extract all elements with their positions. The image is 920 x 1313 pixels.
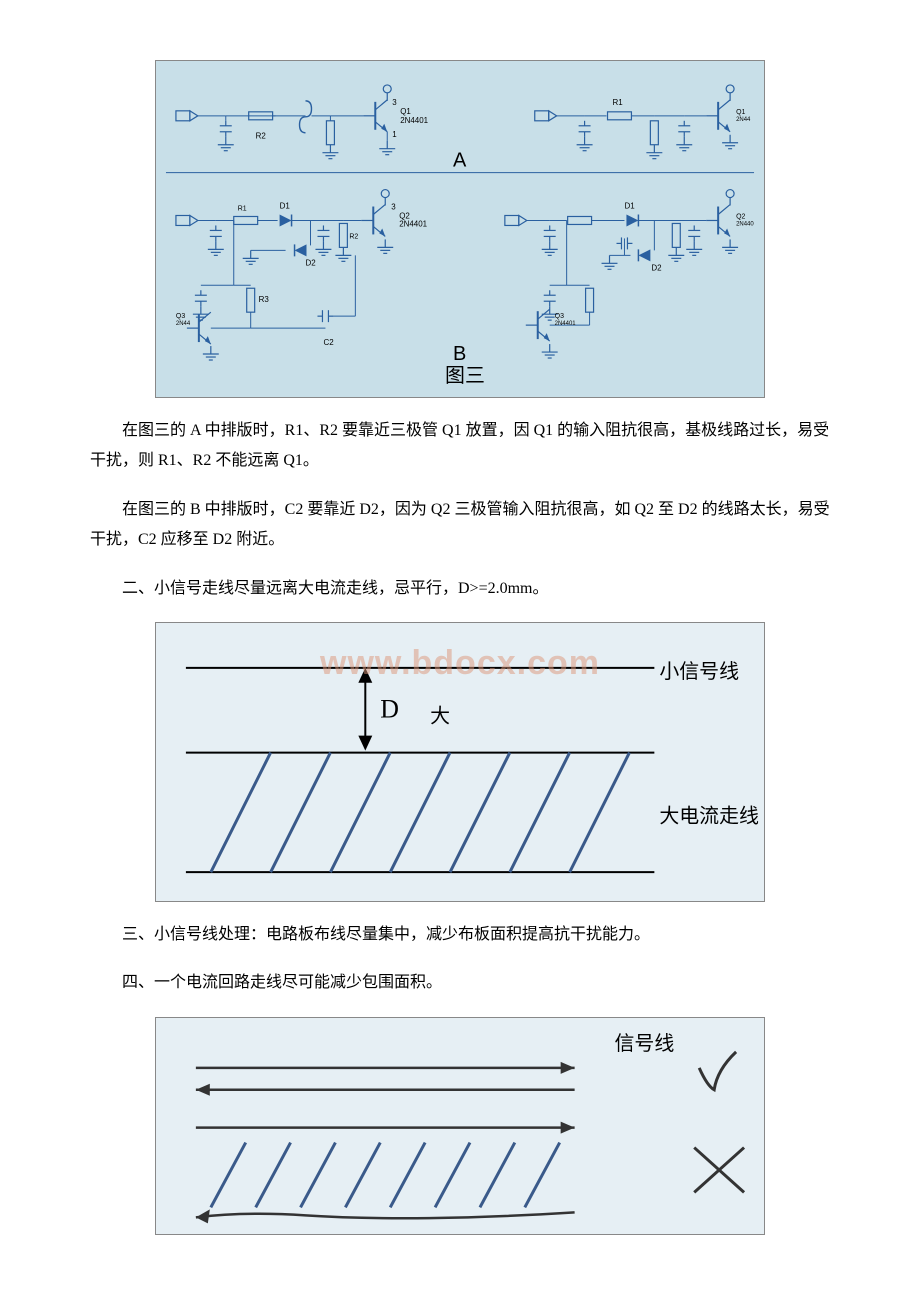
label-c2: C2 [323, 338, 334, 347]
paragraph-1: 在图三的 A 中排版时，R1、R2 要靠近三极管 Q1 放置，因 Q1 的输入阻… [90, 416, 830, 477]
label-d1: D1 [280, 202, 291, 211]
label-pin3b: 3 [391, 203, 396, 212]
label-q1: Q1 [400, 107, 411, 116]
label-r2b: R2 [349, 233, 358, 240]
spacing-diagram: 小信号线 D 大 大电流走线 [156, 623, 764, 902]
label-small-signal: 小信号线 [659, 660, 739, 683]
figure-three-circuit: R2 3 Q1 2N4401 1 R1 Q1 2N44 A R1 D1 D2 [155, 60, 765, 398]
label-q1b: Q1 [736, 109, 745, 116]
label-q1b-part: 2N44 [736, 117, 751, 123]
label-q3b: Q3 [555, 313, 564, 320]
label-q2b-part: 2N440 [736, 221, 754, 227]
label-r3: R3 [259, 295, 270, 304]
label-r1: R1 [612, 98, 623, 107]
label-pin3: 3 [392, 98, 397, 107]
label-q1-part: 2N4401 [400, 116, 428, 125]
label-q2-part: 2N4401 [399, 219, 427, 228]
label-d1b: D1 [624, 202, 635, 211]
label-d2b: D2 [651, 263, 662, 272]
label-big-current: 大电流走线 [659, 804, 759, 827]
label-q3b-part: 2N4401 [555, 321, 577, 327]
label-d2: D2 [306, 258, 317, 267]
label-r2: R2 [256, 132, 267, 141]
label-D: D [380, 695, 399, 724]
label-big: 大 [430, 705, 450, 728]
figure-loop-area: 信号线 [155, 1017, 765, 1235]
paragraph-4: 三、小信号线处理：电路板布线尽量集中，减少布板面积提高抗干扰能力。 [90, 920, 830, 950]
label-r1b: R1 [238, 206, 247, 213]
paragraph-3: 二、小信号走线尽量远离大电流走线，忌平行，D>=2.0mm。 [90, 574, 830, 604]
paragraph-2: 在图三的 B 中排版时，C2 要靠近 D2，因为 Q2 三极管输入阻抗很高，如 … [90, 495, 830, 556]
label-signal-line: 信号线 [614, 1032, 674, 1055]
figure-spacing: www.bdocx.com 小信号线 D 大 大电流走线 [155, 622, 765, 902]
label-B: B [453, 343, 466, 365]
label-q2b: Q2 [736, 213, 745, 220]
label-q3: Q3 [176, 313, 185, 320]
paragraph-5: 四、一个电流回路走线尽可能减少包围面积。 [90, 968, 830, 998]
label-pin1: 1 [392, 130, 397, 139]
label-A: A [453, 150, 467, 172]
circuit-diagram: R2 3 Q1 2N4401 1 R1 Q1 2N44 A R1 D1 D2 [156, 61, 764, 398]
figure-caption: 图三 [445, 365, 485, 387]
label-q3-part: 2N44 [176, 321, 191, 327]
loop-diagram: 信号线 [156, 1018, 764, 1235]
